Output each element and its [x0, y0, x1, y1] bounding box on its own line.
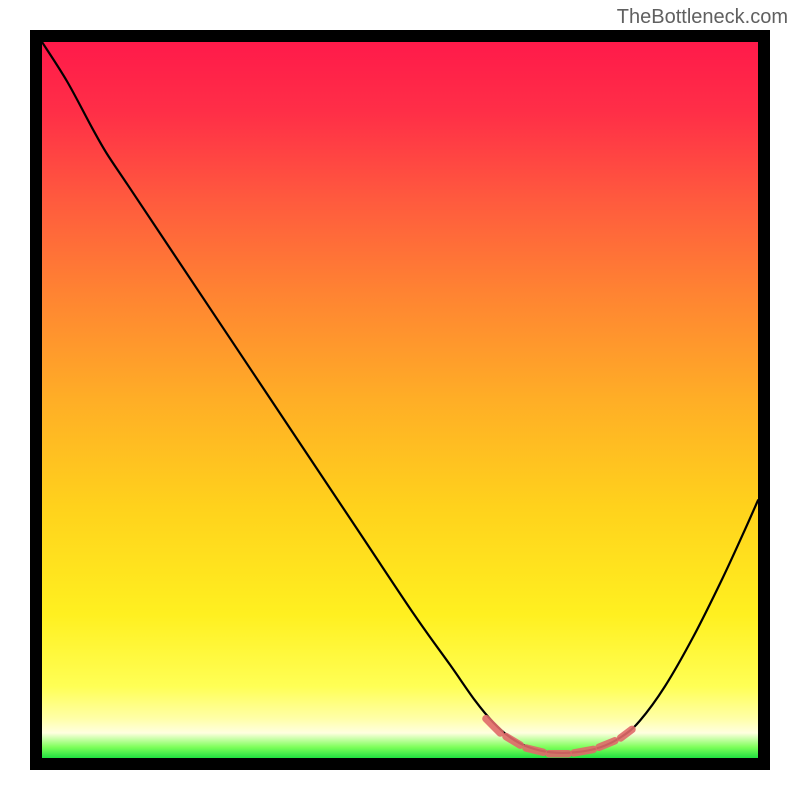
- chart-container: TheBottleneck.com: [0, 0, 800, 800]
- chart-outer-box: [30, 30, 770, 770]
- gradient-background: [42, 42, 758, 758]
- basin-marker-segment: [574, 749, 593, 753]
- basin-marker-segment: [526, 748, 543, 752]
- watermark-text: TheBottleneck.com: [617, 6, 788, 29]
- chart-svg: [42, 42, 758, 758]
- chart-gradient-area: [42, 42, 758, 758]
